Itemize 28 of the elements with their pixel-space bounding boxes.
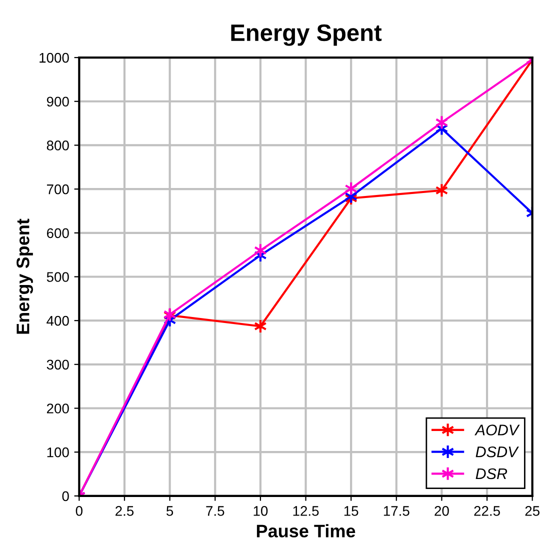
y-tick-label: 1000 bbox=[40, 52, 69, 63]
y-axis-title: Energy Spent bbox=[16, 218, 33, 334]
x-tick-label: 0 bbox=[76, 506, 82, 516]
chart-title: Energy Spent bbox=[231, 24, 382, 46]
y-tick-label: 900 bbox=[46, 96, 69, 107]
y-tick-label: 800 bbox=[46, 140, 69, 150]
legend-label: DSR bbox=[476, 468, 508, 480]
y-tick-label: 200 bbox=[46, 404, 69, 414]
y-tick-label: 400 bbox=[46, 316, 69, 326]
x-tick-label: 12.5 bbox=[293, 506, 319, 516]
x-tick-label: 17.5 bbox=[384, 506, 410, 516]
y-tick-label: 700 bbox=[46, 184, 69, 194]
x-tick-label: 2.5 bbox=[116, 506, 134, 516]
x-tick-label: 22.5 bbox=[474, 506, 500, 516]
y-tick-label: 500 bbox=[46, 272, 69, 282]
x-tick-label: 15 bbox=[344, 506, 358, 516]
legend-label: AODV bbox=[474, 424, 520, 436]
x-tick-label: 25 bbox=[525, 506, 540, 516]
y-tick-label: 0 bbox=[62, 491, 69, 502]
y-tick-label: 100 bbox=[47, 447, 69, 458]
y-tick-label: 600 bbox=[46, 228, 69, 238]
x-tick-label: 7.5 bbox=[206, 506, 224, 516]
y-tick-label: 300 bbox=[46, 360, 69, 370]
x-tick-label: 10 bbox=[254, 506, 268, 516]
x-tick-label: 5 bbox=[166, 506, 174, 516]
x-tick-label: 20 bbox=[434, 506, 449, 516]
x-axis-title: Pause Time bbox=[256, 524, 356, 538]
legend-label: DSDV bbox=[476, 446, 519, 458]
